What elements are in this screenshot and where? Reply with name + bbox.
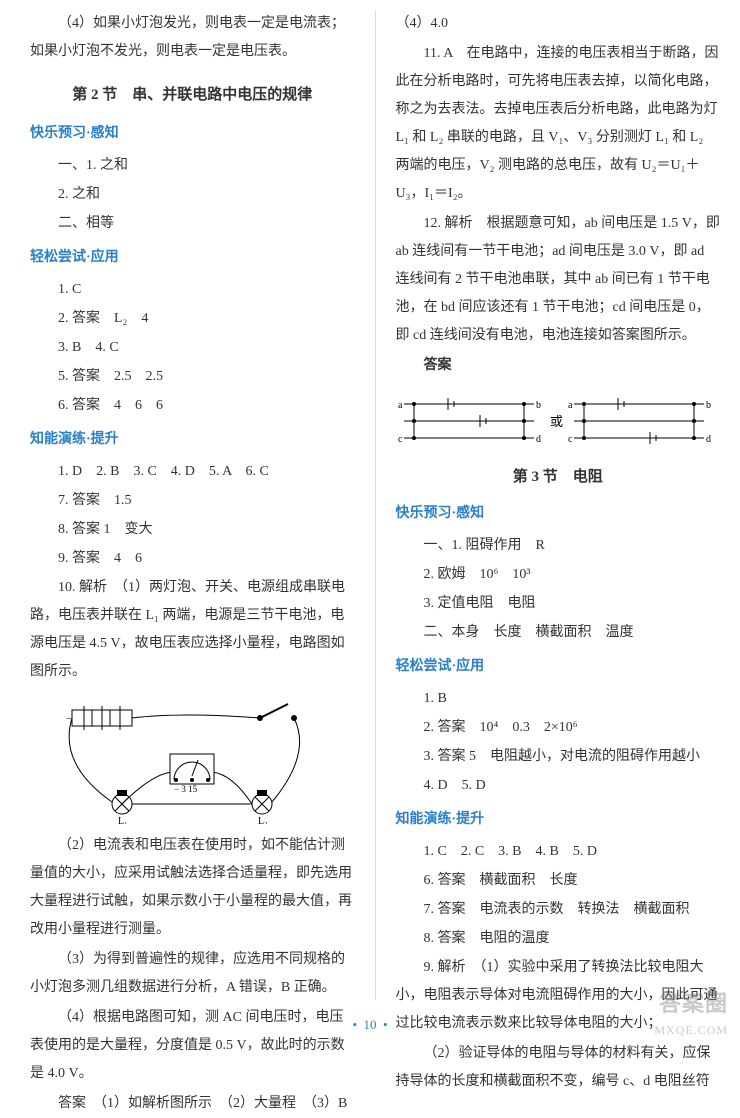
answer-line: 8. 答案 1 变大 [30,516,355,544]
left-column: （4）如果小灯泡发光，则电表一定是电流表；如果小灯泡不发光，则电表一定是电压表。… [30,10,355,1000]
section-title: 第 2 节 串、并联电路中电压的规律 [30,80,355,110]
svg-text:b: b [536,400,541,411]
circuit-diagram-icon: − L [62,694,322,824]
heading-preview: 快乐预习·感知 [30,120,355,148]
continuation-text: （4）4.0 [396,10,721,38]
answer-line: 7. 答案 1.5 [30,487,355,515]
answer-line: 二、相等 [30,210,355,238]
answer-line: 1. C [30,276,355,304]
solution-paragraph: 11. A 在电路中，连接的电压表相当于断路，因此在分析电路时，可先将电压表去掉… [396,40,721,208]
answer-line: 2. 答案 10⁴ 0.3 2×10⁶ [396,714,721,742]
bullet-icon: • [383,1017,388,1032]
or-text: 或 [550,414,563,429]
column-divider [375,10,376,1000]
answer-line: 一、1. 之和 [30,152,355,180]
answer-line: 8. 答案 电阻的温度 [396,925,721,953]
answer-summary: 答案 （1）如解析图所示 （2）大量程 （3）B [30,1090,355,1118]
svg-text:a: a [568,400,573,411]
circuit-options-icon: a b c d 或 a b c [398,388,718,452]
answer-line: 3. 答案 5 电阻越小，对电流的阻碍作用越小 [396,743,721,771]
label-l1: L₁ [118,816,128,824]
answer-line: 3. 定值电阻 电阻 [396,590,721,618]
answer-line: 二、本身 长度 横截面积 温度 [396,619,721,647]
paragraph: （4）如果小灯泡发光，则电表一定是电流表；如果小灯泡不发光，则电表一定是电压表。 [30,10,355,66]
answer-line: 1. B [396,685,721,713]
solution-paragraph: 10. 解析 （1）两灯泡、开关、电源组成串联电路，电压表并联在 L₁ 两端，电… [30,574,355,686]
answer-line: 6. 答案 横截面积 长度 [396,867,721,895]
answer-line: 4. D 5. D [396,772,721,800]
svg-text:d: d [706,434,711,445]
answer-line: 7. 答案 电流表的示数 转换法 横截面积 [396,896,721,924]
answer-line: 3. B 4. C [30,334,355,362]
svg-text:c: c [568,434,573,445]
answer-line: 5. 答案 2.5 2.5 [30,363,355,391]
svg-text:c: c [398,434,403,445]
solution-paragraph: （2）验证导体的电阻与导体的材料有关，应保持导体的长度和横截面积不变，编号 c、… [396,1040,721,1096]
heading-practice: 知能演练·提升 [30,426,355,454]
heading-try: 轻松尝试·应用 [396,653,721,681]
bullet-icon: • [352,1017,357,1032]
heading-try: 轻松尝试·应用 [30,244,355,272]
circuit-figure-2: a b c d 或 a b c [396,388,721,452]
answer-line: 一、1. 阻碍作用 R [396,532,721,560]
answer-line: 2. 之和 [30,181,355,209]
two-column-layout: （4）如果小灯泡发光，则电表一定是电流表；如果小灯泡不发光，则电表一定是电压表。… [30,10,720,1000]
svg-text:b: b [706,400,711,411]
page-number-value: 10 [364,1017,377,1032]
answer-line: 6. 答案 4 6 6 [30,392,355,420]
solution-paragraph: （2）电流表和电压表在使用时，如不能估计测量值的大小，应采用试触法选择合适量程，… [30,832,355,944]
page-number: • 10 • [0,1012,740,1038]
circuit-figure-1: − L [30,694,355,824]
answer-line: 9. 答案 4 6 [30,545,355,573]
meter-scale-text: − 3 15 [174,784,198,794]
answer-line: 1. C 2. C 3. B 4. B 5. D [396,838,721,866]
answer-line: 1. D 2. B 3. C 4. D 5. A 6. C [30,458,355,486]
right-column: （4）4.0 11. A 在电路中，连接的电压表相当于断路，因此在分析电路时，可… [396,10,721,1000]
svg-text:a: a [398,400,403,411]
heading-practice: 知能演练·提升 [396,806,721,834]
solution-paragraph: 12. 解析 根据题意可知，ab 间电压是 1.5 V，即 ab 连线间有一节干… [396,210,721,350]
answer-label: 答案 [396,352,721,380]
section-title: 第 3 节 电阻 [396,462,721,492]
svg-text:d: d [536,434,541,445]
heading-preview: 快乐预习·感知 [396,500,721,528]
solution-paragraph: （3）为得到普遍性的规律，应选用不同规格的小灯泡多测几组数据进行分析，A 错误，… [30,946,355,1002]
answer-line: 2. 欧姆 10⁶ 10³ [396,561,721,589]
label-l2: L₂ [258,816,268,824]
answer-line: 2. 答案 L₂ 4 [30,305,355,333]
